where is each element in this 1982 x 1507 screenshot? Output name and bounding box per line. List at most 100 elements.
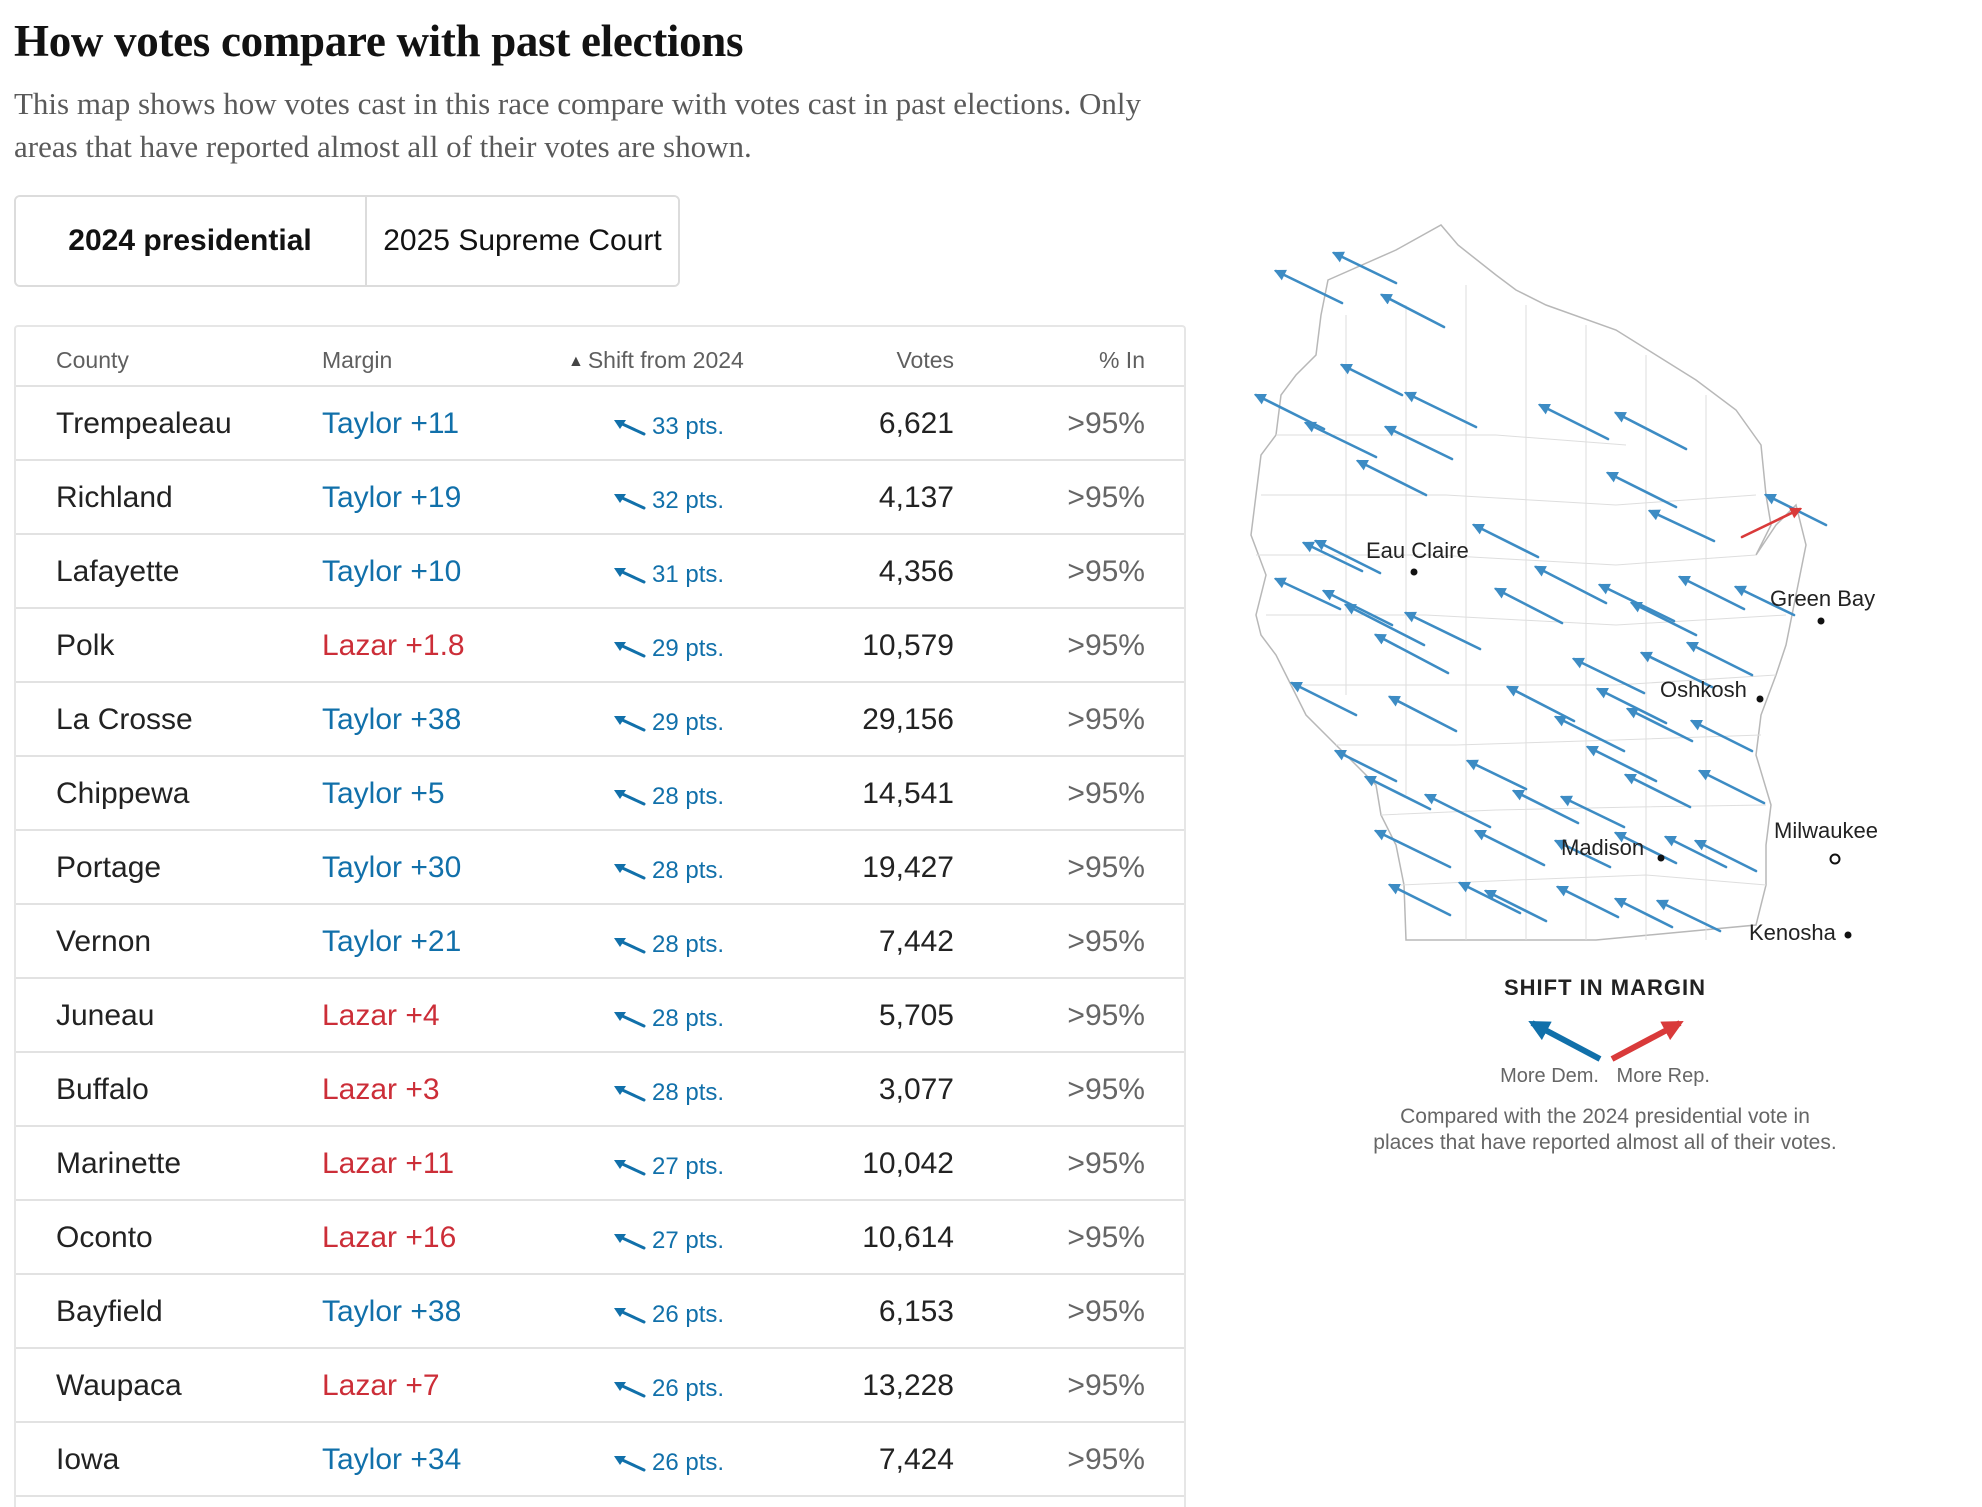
shift-arrow xyxy=(1597,583,1676,623)
table-row[interactable]: Waupaca Lazar +7 26 pts. 13,228 >95% xyxy=(16,1349,1184,1423)
table-row[interactable]: Trempealeau Taylor +11 33 pts. 6,621 >95% xyxy=(16,387,1184,461)
pct-in-value: >95% xyxy=(1067,629,1145,662)
shift-arrow xyxy=(1289,681,1358,717)
shift-arrow xyxy=(1301,541,1364,573)
column-header-shift[interactable]: ▲ Shift from 2024 xyxy=(568,347,744,374)
column-header-county[interactable]: County xyxy=(56,347,129,373)
shift-value: 26 pts. xyxy=(612,1371,724,1407)
shift-arrow-icon xyxy=(614,1160,646,1176)
county-name: La Crosse xyxy=(56,703,193,736)
shift-arrow xyxy=(1471,523,1540,559)
margin-value: Lazar +16 xyxy=(322,1221,457,1254)
column-header-votes[interactable]: Votes xyxy=(896,347,954,373)
pct-in-value: >95% xyxy=(1067,1369,1145,1402)
table-row[interactable]: La Crosse Taylor +38 29 pts. 29,156 >95% xyxy=(16,683,1184,757)
shift-arrow xyxy=(1331,251,1398,285)
votes-value: 4,356 xyxy=(878,555,954,588)
table-row[interactable]: Polk Lazar +1.8 29 pts. 10,579 >95% xyxy=(16,609,1184,683)
shift-arrow xyxy=(1613,897,1674,929)
shift-text: 27 pts. xyxy=(652,1227,725,1254)
shift-arrow xyxy=(1613,411,1688,451)
legend-labels: More Dem. More Rep. xyxy=(1310,1065,1900,1088)
shift-arrow-icon xyxy=(614,1086,646,1102)
pct-in-value: >95% xyxy=(1067,1295,1145,1328)
shift-arrow-icon xyxy=(614,1308,646,1324)
shift-arrow xyxy=(1629,601,1698,637)
votes-value: 19,427 xyxy=(862,851,954,884)
map-legend: SHIFT IN MARGIN More Dem. More Rep. Comp… xyxy=(1310,975,1900,1156)
county-name: Marinette xyxy=(56,1147,182,1180)
county-name: Chippewa xyxy=(56,777,190,810)
pct-in-value: >95% xyxy=(1067,481,1145,514)
shift-arrow xyxy=(1639,651,1714,689)
pct-in-value: >95% xyxy=(1067,1221,1145,1254)
shift-text: 26 pts. xyxy=(652,1301,725,1328)
column-header-margin[interactable]: Margin xyxy=(322,347,393,373)
table-row[interactable]: Vernon Taylor +21 28 pts. 7,442 >95% xyxy=(16,905,1184,979)
shift-arrow xyxy=(1457,881,1522,915)
shift-arrow xyxy=(1273,577,1342,611)
table-row[interactable]: Richland Taylor +19 32 pts. 4,137 >95% xyxy=(16,461,1184,535)
margin-value: Lazar +4 xyxy=(322,999,440,1032)
shift-arrow xyxy=(1403,611,1482,651)
header: How votes compare with past elections Th… xyxy=(14,10,1194,168)
shift-arrow-icon xyxy=(614,864,646,880)
city-label-milwaukee: Milwaukee xyxy=(1774,818,1878,843)
pct-in-value: >95% xyxy=(1067,1073,1145,1106)
table-row[interactable]: Portage Taylor +30 28 pts. 19,427 >95% xyxy=(16,831,1184,905)
shift-arrow xyxy=(1685,641,1754,677)
shift-arrow xyxy=(1373,633,1450,675)
shift-arrow xyxy=(1613,831,1678,865)
table-row[interactable]: Marinette Lazar +11 27 pts. 10,042 >95% xyxy=(16,1127,1184,1201)
shift-arrow xyxy=(1595,687,1668,725)
county-name: Lafayette xyxy=(56,555,180,588)
column-header-pct-in[interactable]: % In xyxy=(1098,347,1145,373)
table-row[interactable]: Bayfield Taylor +38 26 pts. 6,153 >95% xyxy=(16,1275,1184,1349)
table-row[interactable]: Iowa Taylor +34 26 pts. 7,424 >95% xyxy=(16,1423,1184,1497)
tab-2025-supreme-court[interactable]: 2025 Supreme Court xyxy=(365,197,678,285)
shift-arrow-icon xyxy=(614,1234,646,1250)
margin-value: Lazar +1.8 xyxy=(322,629,465,662)
table-row[interactable]: Juneau Lazar +4 28 pts. 5,705 >95% xyxy=(16,979,1184,1053)
election-tabs: 2024 presidential 2025 Supreme Court xyxy=(14,195,680,287)
shift-arrow xyxy=(1379,293,1446,329)
tab-2024-presidential[interactable]: 2024 presidential xyxy=(16,197,365,285)
page-title: How votes compare with past elections xyxy=(14,16,744,66)
shift-arrow xyxy=(1363,775,1432,811)
legend-more-rep: More Rep. xyxy=(1616,1065,1710,1087)
shift-value: 26 pts. xyxy=(612,1445,724,1481)
table-row[interactable]: Buffalo Lazar +3 28 pts. 3,077 >95% xyxy=(16,1053,1184,1127)
shift-arrow xyxy=(1483,889,1548,923)
shift-arrow xyxy=(1473,829,1546,867)
shift-arrow-icon xyxy=(614,642,646,658)
shift-arrow xyxy=(1333,749,1398,783)
margin-value: Lazar +7 xyxy=(322,1369,440,1402)
table-row[interactable]: Oconto Lazar +16 27 pts. 10,614 >95% xyxy=(16,1201,1184,1275)
county-name: Oconto xyxy=(56,1221,153,1254)
shift-text: 32 pts. xyxy=(652,487,725,514)
table-row[interactable]: Chippewa Taylor +5 28 pts. 14,541 >95% xyxy=(16,757,1184,831)
shift-arrow xyxy=(1493,587,1564,625)
legend-dem-arrow-icon xyxy=(1528,1020,1602,1062)
county-borders xyxy=(1256,285,1787,940)
table-row[interactable]: Lafayette Taylor +10 31 pts. 4,356 >95% xyxy=(16,535,1184,609)
shift-value: 33 pts. xyxy=(612,409,724,445)
city-label-green-bay: Green Bay xyxy=(1770,586,1875,611)
dem-shift-arrows xyxy=(1253,251,1828,933)
margin-value: Taylor +21 xyxy=(322,925,462,958)
city-dot-eau-claire xyxy=(1410,568,1418,576)
shift-text: 28 pts. xyxy=(652,931,725,958)
shift-arrow xyxy=(1553,839,1612,869)
pct-in-value: >95% xyxy=(1067,703,1145,736)
shift-arrow xyxy=(1663,835,1728,869)
shift-value: 29 pts. xyxy=(612,705,724,741)
shift-arrow xyxy=(1697,769,1766,805)
shift-text: 29 pts. xyxy=(652,635,725,662)
pct-in-value: >95% xyxy=(1067,999,1145,1032)
legend-arrows xyxy=(1310,1013,1900,1063)
pct-in-value: >95% xyxy=(1067,1147,1145,1180)
margin-value: Taylor +5 xyxy=(322,777,445,810)
city-label-kenosha: Kenosha xyxy=(1749,920,1837,945)
shift-arrow xyxy=(1553,715,1626,753)
shift-arrow xyxy=(1465,759,1528,791)
